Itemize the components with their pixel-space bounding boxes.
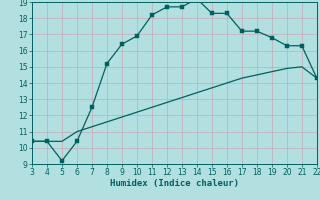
X-axis label: Humidex (Indice chaleur): Humidex (Indice chaleur) [110, 179, 239, 188]
